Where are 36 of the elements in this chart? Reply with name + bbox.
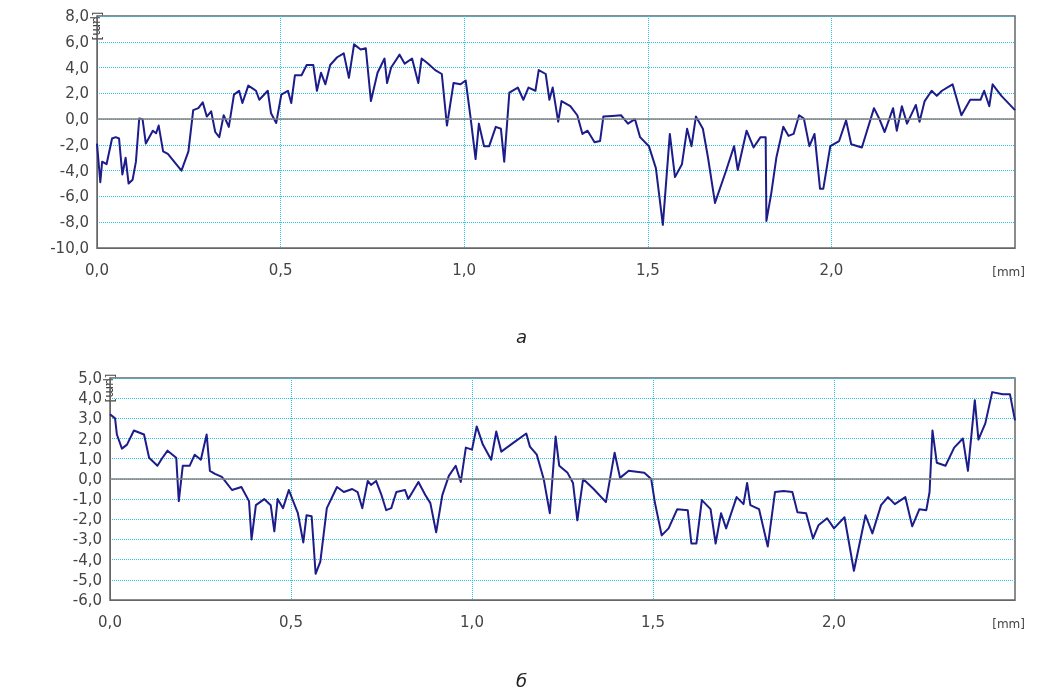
y-tick-label: 4,0 (78, 389, 102, 408)
x-tick-label: 1,5 (641, 612, 665, 631)
y-tick-label: -4,0 (72, 550, 102, 569)
y-tick-label: 8,0 (65, 7, 89, 25)
text: б (515, 669, 528, 691)
y-tick-label: 5,0 (78, 369, 102, 387)
x-axis-title: [mm] (992, 617, 1025, 631)
y-tick-label: 0,0 (78, 469, 102, 488)
y-tick-label: -1,0 (72, 490, 102, 509)
x-tick-label: 1,0 (460, 612, 484, 631)
y-tick-label: -6,0 (72, 591, 102, 609)
y-tick-label: -5,0 (72, 570, 102, 589)
text: а (515, 325, 528, 347)
y-tick-label: -6,0 (59, 187, 89, 206)
line-series (96, 43, 1016, 226)
x-tick-label: 1,0 (452, 260, 477, 279)
y-tick-label: -8,0 (59, 213, 89, 232)
y-tick-label: 3,0 (78, 409, 102, 428)
y-tick-label: 6,0 (65, 32, 89, 51)
y-tick-label: -2,0 (59, 135, 89, 154)
y-tick-label: 1,0 (78, 449, 102, 468)
x-tick-label: 0,5 (279, 612, 303, 631)
x-tick-label: 0,5 (268, 260, 293, 279)
y-tick-label: -4,0 (59, 161, 89, 180)
x-tick-label: 0,0 (98, 612, 122, 631)
y-tick-label: -10,0 (50, 239, 89, 257)
x-axis-title: [mm] (992, 265, 1025, 279)
y-tick-label: 0,0 (65, 110, 89, 129)
x-tick-label: 2,0 (819, 260, 844, 279)
y-tick-label: -2,0 (72, 510, 102, 529)
y-tick-label: 4,0 (65, 58, 89, 77)
y-tick-label: 2,0 (65, 84, 89, 103)
y-tick-label: -3,0 (72, 530, 102, 549)
x-tick-label: 2,0 (822, 612, 846, 631)
y-tick-label: 2,0 (78, 429, 102, 448)
x-tick-label: 1,5 (635, 260, 660, 279)
